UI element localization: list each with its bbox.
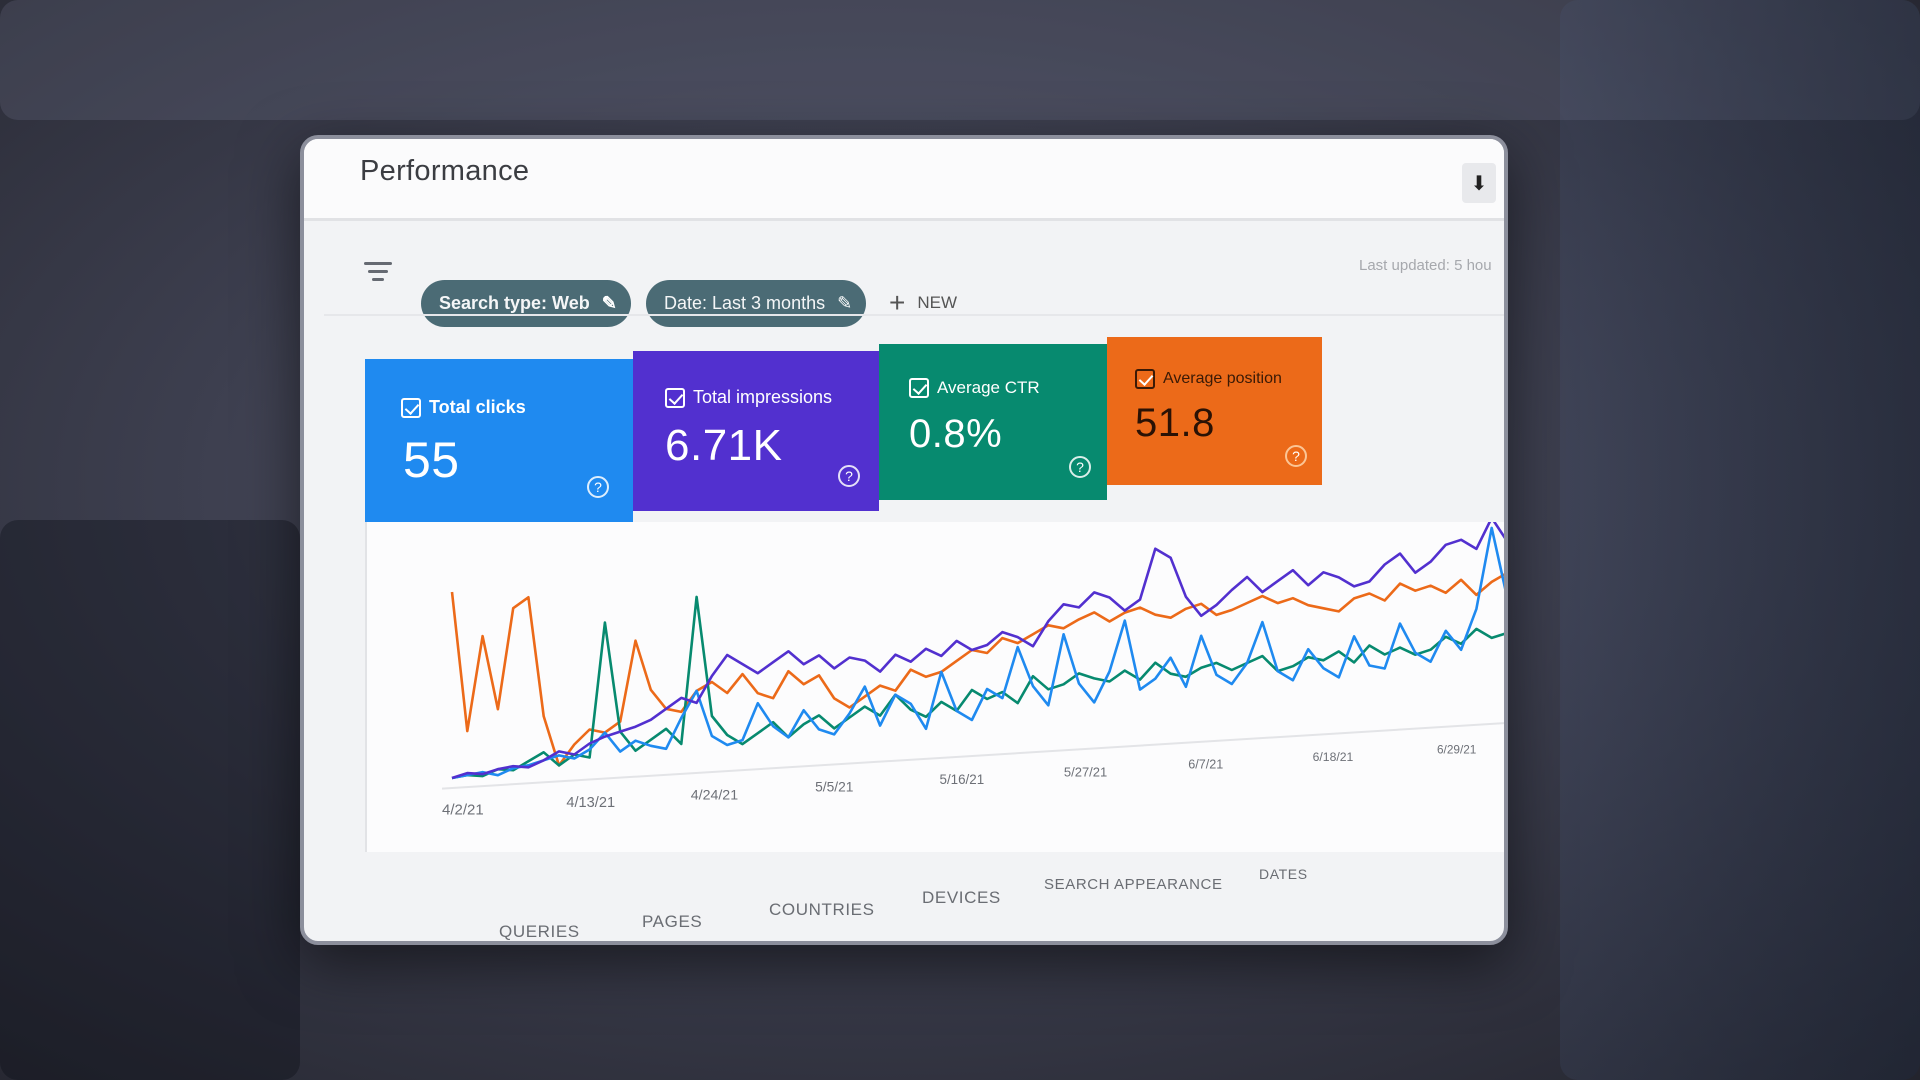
metric-value: 6.71K	[665, 421, 783, 470]
tab-search-appearance[interactable]: SEARCH APPEARANCE	[1044, 876, 1223, 893]
filter-icon[interactable]	[364, 262, 392, 284]
divider	[324, 314, 1504, 316]
header-bar: Performance ⬇	[304, 139, 1504, 221]
metric-label-row: Total impressions	[665, 387, 832, 408]
tab-queries[interactable]: QUERIES	[499, 922, 580, 941]
metric-card-total-clicks[interactable]: Total clicks 55 ?	[365, 359, 633, 522]
metric-value: 0.8%	[909, 412, 1003, 456]
x-tick-label: 6/7/21	[1188, 758, 1223, 772]
checkbox-icon[interactable]	[1135, 369, 1155, 389]
download-button[interactable]: ⬇	[1462, 163, 1496, 203]
metric-value: 51.8	[1135, 401, 1215, 445]
metric-card-average-position[interactable]: Average position 51.8 ?	[1107, 337, 1322, 485]
performance-window: Performance ⬇ Search type: Web ✎ Date: L…	[300, 135, 1508, 945]
chip-label: Date: Last 3 months	[664, 293, 826, 313]
help-icon[interactable]: ?	[838, 465, 860, 487]
metric-value: 55	[403, 432, 460, 488]
series-line-0	[450, 573, 1504, 767]
checkbox-icon[interactable]	[665, 387, 685, 408]
help-icon[interactable]: ?	[1285, 445, 1307, 467]
performance-chart: 4/2/21 4/13/21 4/24/21 5/5/21 5/16/21 5/27/21…	[365, 522, 1504, 852]
help-icon[interactable]: ?	[587, 476, 609, 498]
metric-card-average-ctr[interactable]: Average CTR 0.8% ?	[879, 344, 1107, 500]
pencil-icon: ✎	[837, 293, 853, 313]
line-chart-svg: 4/2/21 4/13/21 4/24/21 5/5/21 5/16/21 5/27/21…	[441, 522, 1504, 819]
plus-icon: +	[889, 287, 906, 318]
metric-label: Total impressions	[693, 387, 833, 407]
series-line-1	[451, 595, 1504, 780]
x-tick-label: 4/2/21	[442, 802, 484, 819]
x-axis-line	[441, 722, 1504, 790]
last-updated-text: Last updated: 5 hou	[1359, 257, 1492, 274]
tab-dates[interactable]: DATES	[1259, 866, 1308, 882]
pencil-icon: ✎	[601, 293, 617, 313]
chip-label: Search type: Web	[439, 293, 590, 313]
metric-label-row: Average CTR	[909, 378, 1040, 398]
x-tick-label: 5/16/21	[940, 772, 985, 787]
x-tick-label: 4/13/21	[566, 795, 615, 811]
search-type-chip[interactable]: Search type: Web ✎	[421, 280, 631, 327]
tab-countries[interactable]: COUNTRIES	[769, 900, 875, 919]
metric-label-row: Total clicks	[401, 397, 526, 418]
series-line-3	[451, 522, 1504, 780]
tab-devices[interactable]: DEVICES	[922, 888, 1001, 907]
help-icon[interactable]: ?	[1069, 456, 1091, 478]
metric-card-total-impressions[interactable]: Total impressions 6.71K ?	[633, 351, 879, 511]
tab-pages[interactable]: PAGES	[642, 912, 703, 931]
x-tick-label: 4/24/21	[691, 787, 738, 803]
date-range-chip[interactable]: Date: Last 3 months ✎	[646, 280, 867, 327]
dimension-tabs: QUERIES PAGES COUNTRIES DEVICES SEARCH A…	[374, 866, 1504, 941]
x-tick-label: 5/5/21	[815, 780, 853, 795]
new-label: NEW	[917, 293, 958, 312]
background-blur-top	[0, 0, 1920, 120]
metric-label-row: Average position	[1135, 369, 1282, 389]
checkbox-icon[interactable]	[401, 397, 421, 418]
download-icon: ⬇	[1470, 172, 1488, 195]
series-line-2	[451, 526, 1504, 780]
x-tick-label: 6/18/21	[1313, 750, 1354, 764]
x-tick-label: 6/29/21	[1437, 742, 1476, 756]
metric-label: Total clicks	[429, 397, 526, 417]
x-tick-label: 5/27/21	[1064, 764, 1107, 779]
new-filter-button[interactable]: + NEW	[889, 289, 957, 317]
checkbox-icon[interactable]	[909, 378, 929, 398]
page-title: Performance	[360, 155, 530, 187]
background-blur-left	[0, 520, 300, 1080]
background-blur-right	[1560, 0, 1920, 1080]
metric-label: Average CTR	[937, 378, 1040, 397]
metric-label: Average position	[1163, 370, 1282, 387]
